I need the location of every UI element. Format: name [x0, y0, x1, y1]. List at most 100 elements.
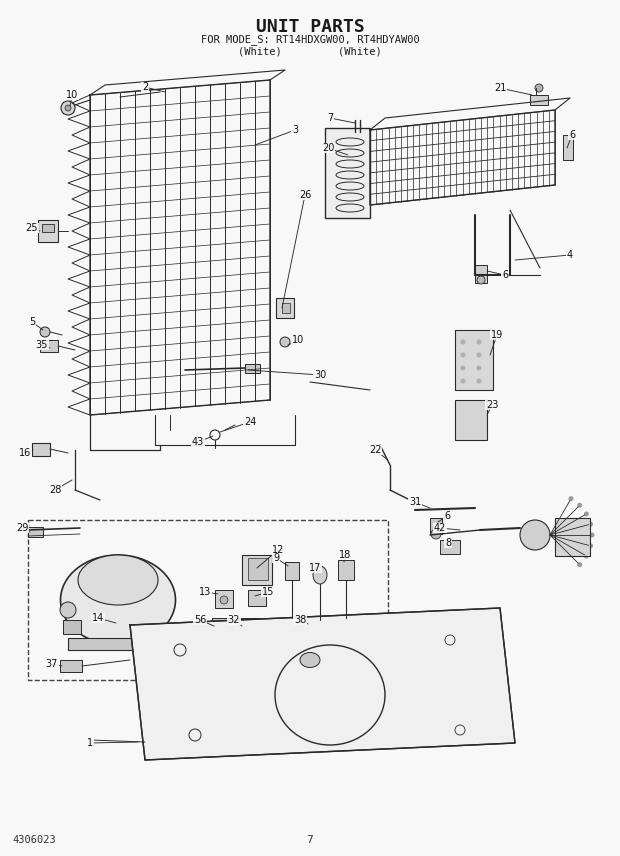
Circle shape [520, 520, 550, 550]
Circle shape [461, 366, 466, 371]
Circle shape [65, 105, 71, 111]
Bar [212, 618, 230, 640]
Circle shape [220, 596, 228, 604]
Circle shape [431, 529, 441, 539]
Bar [338, 560, 354, 580]
Text: 42: 42 [434, 523, 446, 533]
Ellipse shape [313, 566, 327, 584]
Circle shape [569, 496, 574, 501]
Text: 23: 23 [486, 400, 498, 410]
Bar [40, 340, 58, 352]
Text: 13: 13 [199, 587, 211, 597]
Text: 56: 56 [194, 615, 206, 625]
Text: 12: 12 [272, 545, 284, 555]
Text: 10: 10 [292, 335, 304, 345]
Text: (White)         (White): (White) (White) [238, 46, 382, 56]
Text: 4: 4 [567, 250, 573, 260]
Text: 5: 5 [29, 317, 35, 327]
Text: 15: 15 [262, 587, 274, 597]
Text: 3: 3 [292, 125, 298, 135]
Circle shape [461, 353, 466, 358]
Bar [42, 224, 54, 232]
Text: 7: 7 [327, 113, 333, 123]
Text: 6: 6 [444, 511, 450, 521]
Text: 14: 14 [92, 613, 104, 623]
Bar [455, 330, 493, 390]
Text: 38: 38 [294, 615, 306, 625]
Text: 17: 17 [309, 563, 321, 573]
Circle shape [280, 337, 290, 347]
Text: FOR MODE_S: RT14HDXGW00, RT4HDYAW00: FOR MODE_S: RT14HDXGW00, RT4HDYAW00 [201, 34, 419, 45]
Circle shape [477, 353, 482, 358]
Bar [302, 618, 324, 640]
Text: 21: 21 [494, 83, 506, 93]
Bar [68, 638, 168, 650]
Bar [215, 590, 233, 608]
Text: 35: 35 [36, 340, 48, 350]
Bar [430, 518, 442, 534]
Bar [285, 562, 299, 580]
Text: 16: 16 [19, 448, 31, 458]
Text: 30: 30 [314, 370, 326, 380]
Text: 24: 24 [244, 417, 256, 427]
Bar [440, 540, 460, 554]
Circle shape [584, 512, 589, 516]
Circle shape [588, 521, 593, 526]
Bar [28, 527, 43, 537]
Text: 32: 32 [228, 615, 240, 625]
Bar [475, 265, 487, 283]
Circle shape [461, 340, 466, 344]
Bar [60, 660, 82, 672]
Bar [237, 618, 259, 640]
Circle shape [477, 378, 482, 383]
Circle shape [584, 554, 589, 558]
Circle shape [588, 544, 593, 549]
Text: UNIT PARTS: UNIT PARTS [255, 18, 365, 36]
Bar [38, 220, 58, 242]
Circle shape [477, 340, 482, 344]
Text: 29: 29 [16, 523, 28, 533]
Text: 7: 7 [307, 835, 313, 845]
Bar [248, 590, 266, 606]
Bar [563, 135, 573, 160]
Bar [530, 95, 548, 105]
Text: 26: 26 [299, 190, 311, 200]
Bar [248, 558, 268, 580]
Text: 9: 9 [273, 553, 279, 563]
Text: 18: 18 [339, 550, 351, 560]
Circle shape [61, 101, 75, 115]
Text: 8: 8 [445, 538, 451, 548]
Circle shape [577, 562, 582, 568]
Text: 4306023: 4306023 [12, 835, 56, 845]
Bar [282, 303, 290, 313]
Bar [242, 555, 272, 585]
Text: 1: 1 [87, 738, 93, 748]
Ellipse shape [61, 555, 175, 645]
Text: 37: 37 [46, 659, 58, 669]
Text: 43: 43 [192, 437, 204, 447]
Text: 22: 22 [369, 445, 381, 455]
Text: 2: 2 [142, 82, 148, 92]
Circle shape [40, 327, 50, 337]
Circle shape [477, 366, 482, 371]
Text: 6: 6 [502, 270, 508, 280]
Bar [28, 520, 388, 680]
Text: 20: 20 [322, 143, 334, 153]
Text: 10: 10 [66, 90, 78, 100]
Text: 31: 31 [409, 497, 421, 507]
Bar [276, 298, 294, 318]
Bar [63, 620, 81, 634]
Text: 28: 28 [49, 485, 61, 495]
Circle shape [477, 276, 485, 284]
Bar [555, 518, 590, 556]
Bar [325, 128, 370, 218]
Bar [455, 400, 487, 440]
Circle shape [577, 502, 582, 508]
Ellipse shape [300, 652, 320, 668]
Circle shape [535, 84, 543, 92]
Text: 19: 19 [491, 330, 503, 340]
Circle shape [461, 378, 466, 383]
Circle shape [590, 532, 595, 538]
Circle shape [60, 602, 76, 618]
Polygon shape [130, 608, 515, 760]
